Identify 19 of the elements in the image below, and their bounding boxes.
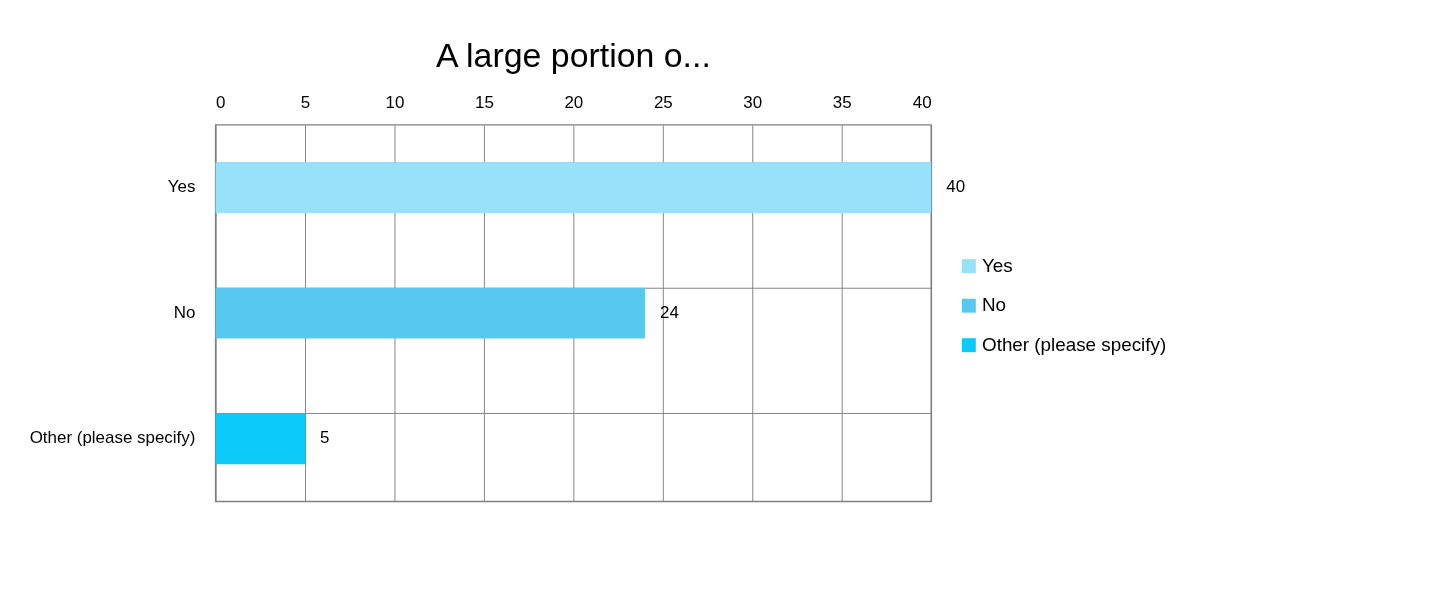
data-label: 24 — [660, 302, 679, 322]
x-tick-label: 15 — [474, 93, 494, 113]
legend-label: No — [982, 294, 1007, 316]
y-tick-label: No — [173, 302, 196, 322]
x-tick-label: 10 — [385, 93, 405, 113]
x-tick-label: 5 — [300, 93, 311, 113]
x-tick-label: 35 — [832, 93, 852, 113]
x-tick-label: 0 — [216, 93, 226, 113]
legend-label: Yes — [982, 254, 1013, 276]
data-label: 40 — [946, 177, 966, 197]
x-tick-label: 20 — [564, 93, 584, 113]
x-tick-label: 30 — [743, 93, 763, 113]
y-tick-label: Yes — [167, 177, 196, 197]
x-tick-label: 25 — [653, 93, 673, 113]
data-label: 5 — [320, 428, 330, 448]
y-tick-label: Other (please specify) — [29, 428, 196, 448]
chart-title: A large portion o... — [435, 35, 711, 74]
legend-label: Other (please specify) — [982, 333, 1167, 355]
x-tick-label: 40 — [912, 93, 932, 113]
